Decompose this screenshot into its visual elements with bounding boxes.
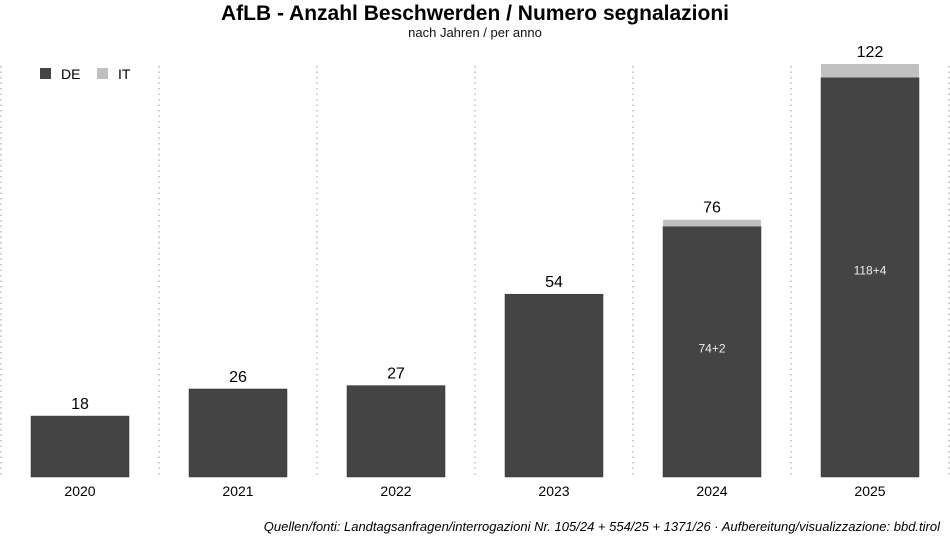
- legend-label-de: DE: [61, 66, 80, 82]
- source-note: Quellen/fonti: Landtagsanfragen/interrog…: [263, 519, 940, 534]
- total-label-2021: 26: [229, 369, 247, 386]
- total-label-2022: 27: [387, 366, 405, 383]
- chart-title: AfLB - Anzahl Beschwerden / Numero segna…: [221, 2, 729, 25]
- x-tick-2022: 2022: [380, 483, 411, 499]
- x-tick-2024: 2024: [696, 483, 727, 499]
- bar-de-2023: [504, 293, 604, 478]
- legend-label-it: IT: [118, 66, 131, 82]
- inner-label-2024: 74+2: [698, 341, 725, 355]
- total-label-2024: 76: [703, 200, 721, 217]
- bar-de-2022: [346, 385, 446, 478]
- bar-de-2024: [662, 226, 762, 478]
- legend-swatch-de: [40, 68, 51, 79]
- bar-de-2021: [188, 388, 288, 478]
- inner-label-2025: 118+4: [854, 264, 887, 278]
- legend-swatch-it: [97, 68, 108, 79]
- total-label-2023: 54: [545, 274, 563, 291]
- total-label-2020: 18: [71, 396, 89, 413]
- bar-de-2025: [820, 77, 920, 478]
- x-tick-2025: 2025: [854, 483, 885, 499]
- bar-it-2025: [821, 64, 919, 78]
- bar-de-2020: [30, 415, 130, 478]
- x-tick-2020: 2020: [64, 483, 95, 499]
- x-tick-2023: 2023: [538, 483, 569, 499]
- total-label-2025: 122: [857, 44, 884, 61]
- bar-it-2024: [663, 219, 761, 227]
- chart-subtitle: nach Jahren / per anno: [408, 25, 542, 40]
- x-tick-2021: 2021: [222, 483, 253, 499]
